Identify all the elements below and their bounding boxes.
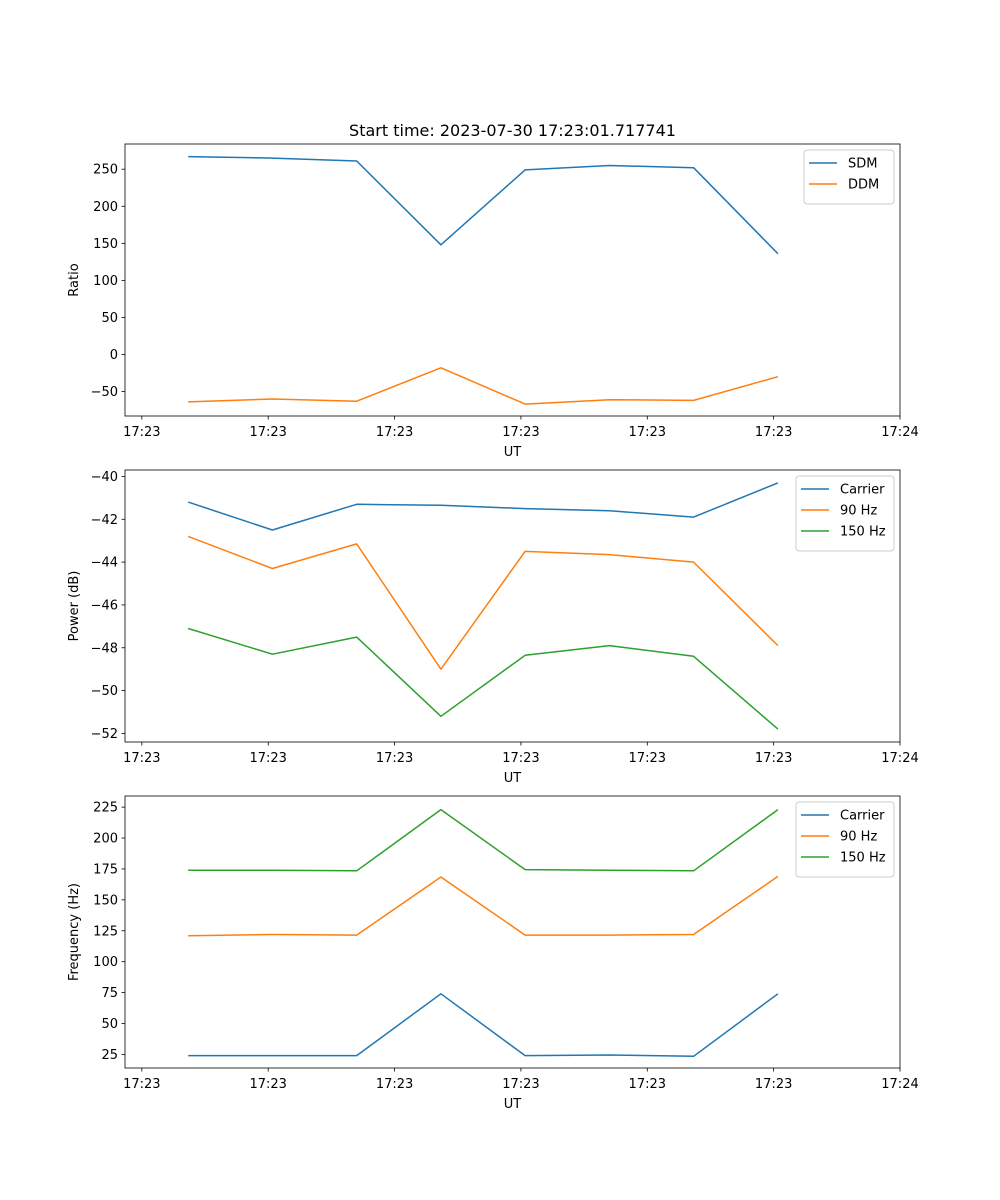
frequency-y-tick-label: 150 <box>93 893 118 908</box>
frequency-y-tick-label: 200 <box>93 832 118 847</box>
frequency-x-tick-label: 17:24 <box>881 1077 918 1092</box>
frequency-y-tick-label: 225 <box>93 801 118 816</box>
ratio-x-tick-label: 17:23 <box>502 425 539 440</box>
power-axes-frame <box>124 469 901 743</box>
power-x-axis-label: UT <box>504 771 522 786</box>
power-x-tick-label: 17:23 <box>502 751 539 766</box>
power-series-150-hz-line <box>187 627 779 730</box>
figure-title: Start time: 2023-07-30 17:23:01.717741 <box>349 121 676 140</box>
ratio-legend-label: SDM <box>848 157 877 172</box>
frequency-y-tick-label: 100 <box>93 955 118 970</box>
ratio-x-tick-label: 17:23 <box>755 425 792 440</box>
power-y-tick-label: −40 <box>91 470 118 485</box>
power-legend-box <box>795 475 895 552</box>
ratio-legend: SDM DDM <box>803 149 895 205</box>
power-x-tick-label: 17:24 <box>881 751 918 766</box>
ratio-y-tick-label: 0 <box>110 348 118 363</box>
frequency-y-axis-label: Frequency (Hz) <box>67 883 82 981</box>
frequency-legend-box <box>795 801 895 878</box>
ratio-legend-label: DDM <box>848 178 879 193</box>
frequency-legend-label: 150 Hz <box>840 851 886 866</box>
ratio-y-tick-label: 50 <box>101 311 118 326</box>
ratio-y-tick-label: 100 <box>93 274 118 289</box>
ratio-x-tick-label: 17:23 <box>376 425 413 440</box>
ratio-y-tick-label: 200 <box>93 200 118 215</box>
power-legend-label: Carrier <box>840 483 885 498</box>
frequency-x-tick-label: 17:23 <box>123 1077 160 1092</box>
frequency-y-tick-label: 175 <box>93 862 118 877</box>
power-y-tick-label: −52 <box>91 727 118 742</box>
ratio-series-sdm-line <box>188 155 779 255</box>
power-x-tick-label: 17:23 <box>123 751 160 766</box>
ratio-series-ddm-line <box>188 367 779 405</box>
power-y-tick-label: −50 <box>91 684 118 699</box>
frequency-x-tick-label: 17:23 <box>755 1077 792 1092</box>
power-x-tick-label: 17:23 <box>376 751 413 766</box>
power-x-tick-label: 17:23 <box>629 751 666 766</box>
frequency-legend-label: Carrier <box>840 809 885 824</box>
frequency-y-tick-label: 25 <box>101 1048 118 1063</box>
frequency-legend: Carrier 90 Hz 150 Hz <box>795 801 895 878</box>
ratio-y-axis-label: Ratio <box>67 263 82 296</box>
frequency-legend-label: 90 Hz <box>840 830 877 845</box>
frequency-x-tick-label: 17:23 <box>249 1077 286 1092</box>
ratio-y-tick-label: 250 <box>93 163 118 178</box>
power-series-90-hz-line <box>187 535 779 670</box>
frequency-series-90-hz-line <box>188 875 779 937</box>
ratio-x-tick-label: 17:23 <box>629 425 666 440</box>
frequency-y-tick-label: 50 <box>101 1017 118 1032</box>
power-x-tick-label: 17:23 <box>249 751 286 766</box>
power-y-tick-label: −48 <box>91 641 118 656</box>
power-legend: Carrier 90 Hz 150 Hz <box>795 475 895 552</box>
frequency-y-tick-label: 75 <box>101 986 118 1001</box>
ratio-x-tick-label: 17:23 <box>123 425 160 440</box>
ratio-x-tick-label: 17:24 <box>881 425 918 440</box>
frequency-x-axis-label: UT <box>504 1097 522 1112</box>
power-plot: 17:23 17:23 17:23 17:23 17:23 17:23 17:24 −52 −5… <box>67 469 919 786</box>
power-x-tick-label: 17:23 <box>755 751 792 766</box>
power-y-tick-label: −44 <box>91 556 118 571</box>
power-legend-label: 150 Hz <box>840 525 886 540</box>
power-series-carrier-line <box>187 482 779 531</box>
power-y-tick-label: −42 <box>91 513 118 528</box>
frequency-x-tick-label: 17:23 <box>376 1077 413 1092</box>
frequency-series-150-hz-line <box>188 808 779 872</box>
power-y-axis-label: Power (dB) <box>67 571 82 642</box>
ratio-y-tick-label: −50 <box>91 385 118 400</box>
frequency-x-tick-label: 17:23 <box>502 1077 539 1092</box>
frequency-plot: 17:23 17:23 17:23 17:23 17:23 17:23 17:24 25 50 7… <box>67 795 919 1112</box>
ratio-x-axis-label: UT <box>504 445 522 460</box>
ratio-y-tick-label: 150 <box>93 237 118 252</box>
frequency-series-carrier-line <box>188 993 779 1058</box>
power-legend-label: 90 Hz <box>840 504 877 519</box>
frequency-axes-frame <box>124 795 901 1069</box>
frequency-y-tick-label: 125 <box>93 924 118 939</box>
ratio-x-tick-label: 17:23 <box>249 425 286 440</box>
power-y-tick-label: −46 <box>91 598 118 613</box>
frequency-x-tick-label: 17:23 <box>629 1077 666 1092</box>
ratio-plot: 17:23 17:23 17:23 17:23 17:23 17:23 17:24 −50 0 5… <box>67 143 919 460</box>
